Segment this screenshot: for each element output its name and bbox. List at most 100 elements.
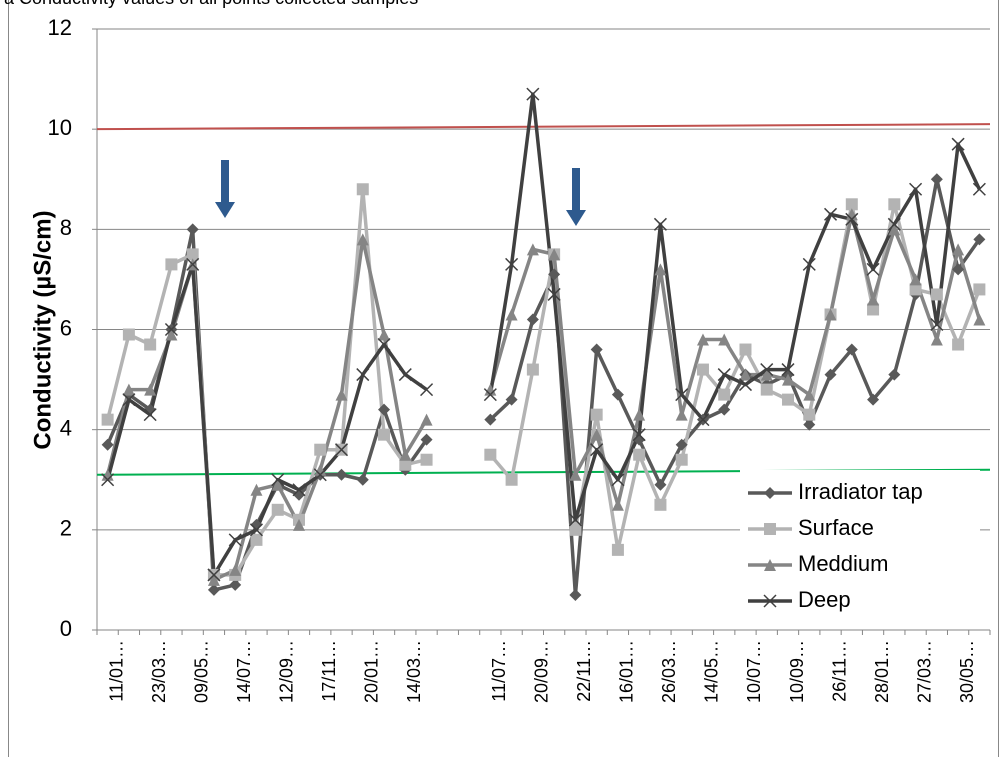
x-tick-label: 12/09… bbox=[276, 640, 296, 703]
marker bbox=[951, 137, 965, 151]
x-tick-label: 17/11… bbox=[319, 640, 339, 702]
marker bbox=[186, 257, 200, 271]
marker bbox=[802, 257, 816, 271]
marker bbox=[845, 343, 858, 356]
legend: Irradiator tap Surface Meddium Deep bbox=[740, 470, 980, 618]
marker bbox=[378, 428, 391, 441]
legend-label: Irradiator tap bbox=[798, 479, 923, 504]
marker bbox=[718, 333, 731, 346]
marker bbox=[782, 393, 795, 406]
marker bbox=[973, 283, 986, 296]
plot-area: 0 2 4 6 8 10 12 11/01… 23/03… 09/05… 14/07… 12/09… 1… bbox=[48, 15, 991, 703]
marker bbox=[314, 443, 327, 456]
marker bbox=[760, 368, 773, 381]
marker bbox=[909, 273, 922, 286]
marker bbox=[675, 438, 688, 451]
marker bbox=[165, 328, 178, 341]
marker bbox=[398, 368, 412, 382]
marker bbox=[356, 233, 369, 246]
annotation-arrows bbox=[215, 160, 586, 226]
marker bbox=[250, 533, 263, 546]
marker bbox=[271, 503, 284, 516]
x-tick-label: 11/07… bbox=[489, 640, 509, 702]
marker bbox=[973, 313, 986, 326]
marker bbox=[505, 393, 518, 406]
arrow-shaft bbox=[572, 168, 580, 212]
marker bbox=[738, 378, 753, 392]
marker bbox=[952, 243, 965, 256]
marker bbox=[122, 393, 136, 407]
marker bbox=[420, 433, 433, 446]
x-tick-label: 16/01… bbox=[617, 640, 637, 703]
marker bbox=[866, 262, 880, 276]
marker bbox=[764, 487, 776, 499]
marker bbox=[271, 473, 285, 487]
y-tick-label: 2 bbox=[60, 516, 72, 541]
marker bbox=[739, 343, 752, 356]
marker bbox=[101, 413, 114, 426]
marker bbox=[675, 388, 689, 402]
x-tick-label: 11/01… bbox=[106, 640, 126, 702]
marker bbox=[505, 308, 518, 321]
marker bbox=[526, 87, 540, 101]
series-line bbox=[105, 92, 981, 577]
marker bbox=[186, 248, 199, 261]
marker bbox=[909, 182, 923, 196]
marker bbox=[547, 287, 561, 301]
marker bbox=[930, 317, 944, 332]
marker bbox=[249, 523, 263, 537]
y-tick-label: 10 bbox=[48, 115, 72, 140]
marker bbox=[952, 338, 965, 351]
marker bbox=[590, 428, 603, 441]
marker bbox=[399, 448, 412, 461]
x-tick-label: 28/01… bbox=[872, 640, 892, 703]
marker bbox=[972, 182, 986, 196]
marker bbox=[569, 588, 582, 601]
marker bbox=[611, 388, 624, 401]
y-tick-label: 0 bbox=[60, 616, 72, 641]
marker bbox=[143, 408, 157, 422]
reference-line bbox=[96, 123, 991, 131]
marker bbox=[760, 383, 773, 396]
y-tick-label: 8 bbox=[60, 215, 72, 240]
marker bbox=[930, 288, 943, 301]
marker bbox=[654, 498, 667, 511]
marker bbox=[764, 523, 776, 535]
marker bbox=[207, 568, 221, 582]
marker bbox=[781, 363, 795, 377]
marker bbox=[548, 268, 561, 281]
marker bbox=[144, 338, 157, 351]
y-axis-label: Conductivity (µS/cm) bbox=[29, 210, 56, 449]
marker bbox=[696, 363, 709, 376]
marker bbox=[654, 263, 667, 276]
marker bbox=[590, 408, 603, 421]
marker bbox=[526, 363, 539, 376]
marker bbox=[484, 413, 497, 426]
marker bbox=[356, 473, 369, 486]
x-tick-label: 10/07… bbox=[744, 640, 764, 703]
marker bbox=[654, 478, 667, 491]
marker bbox=[675, 408, 688, 421]
marker bbox=[484, 448, 497, 461]
arrow-shaft bbox=[221, 160, 229, 204]
marker bbox=[207, 573, 220, 586]
marker bbox=[164, 322, 178, 337]
marker bbox=[696, 413, 710, 427]
marker bbox=[505, 257, 519, 271]
marker bbox=[165, 258, 178, 271]
marker bbox=[888, 198, 901, 211]
marker bbox=[718, 388, 731, 401]
marker bbox=[356, 183, 369, 196]
legend-label: Meddium bbox=[798, 551, 888, 576]
marker bbox=[675, 453, 688, 466]
x-tick-label: 09/05… bbox=[191, 640, 211, 703]
marker bbox=[101, 438, 114, 451]
marker bbox=[764, 559, 776, 571]
marker bbox=[718, 403, 731, 416]
marker bbox=[229, 578, 242, 591]
marker bbox=[763, 594, 777, 608]
marker bbox=[250, 483, 263, 496]
marker bbox=[824, 368, 837, 381]
marker bbox=[782, 373, 795, 386]
legend-label: Surface bbox=[798, 515, 874, 540]
